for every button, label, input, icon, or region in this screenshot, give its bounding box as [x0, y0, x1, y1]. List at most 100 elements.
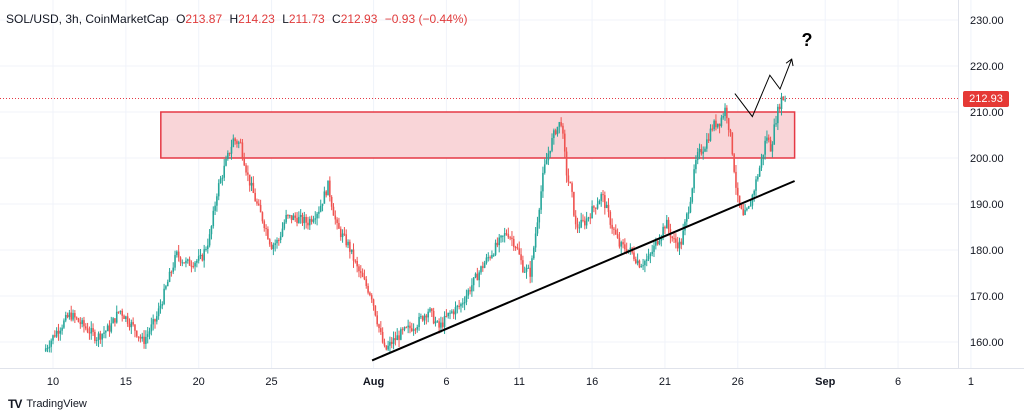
- candle-body: [518, 248, 521, 255]
- candle-body: [141, 336, 144, 339]
- candle-body: [146, 334, 149, 337]
- candle-body: [248, 174, 251, 186]
- candle-body: [611, 224, 613, 229]
- candle-body: [121, 310, 124, 316]
- candle-body: [534, 233, 537, 248]
- candle-body: [766, 137, 768, 141]
- candle-body: [154, 319, 156, 322]
- candle-body: [378, 324, 380, 329]
- candle-body: [143, 336, 145, 344]
- candle-body: [196, 260, 198, 263]
- candle-body: [254, 192, 256, 202]
- candle-body: [498, 237, 501, 246]
- candle-body: [130, 322, 133, 328]
- candle-body: [429, 308, 431, 312]
- candle-body: [217, 183, 220, 197]
- candle-body: [112, 318, 114, 324]
- candle-body: [645, 259, 648, 261]
- candle-body: [245, 165, 247, 173]
- x-tick-label: 16: [586, 376, 598, 388]
- x-tick-label: 15: [120, 376, 132, 388]
- candle-body: [605, 204, 608, 208]
- candle-body: [237, 142, 240, 144]
- candle-body: [713, 120, 715, 130]
- candle-body: [762, 154, 765, 160]
- candle-body: [84, 326, 87, 329]
- candle-body: [622, 242, 624, 245]
- candle-body: [507, 234, 510, 238]
- candle-body: [463, 302, 466, 304]
- candle-body: [203, 249, 205, 261]
- candle-body: [114, 318, 116, 323]
- candle-body: [181, 262, 184, 264]
- candle-body: [341, 233, 344, 238]
- candle-body: [64, 315, 67, 321]
- candle-body: [691, 188, 694, 202]
- candle-body: [174, 255, 176, 268]
- x-tick-label: 1: [968, 376, 974, 388]
- candle-body: [658, 240, 661, 245]
- candle-body: [292, 215, 295, 220]
- candle-body: [722, 116, 725, 118]
- candle-body: [591, 206, 593, 219]
- candle-body: [145, 336, 147, 344]
- candle-body: [338, 223, 340, 229]
- candle-body: [199, 254, 202, 257]
- candle-body: [667, 219, 670, 230]
- candle-body: [101, 333, 103, 340]
- candle-body: [243, 157, 246, 166]
- candle-body: [119, 310, 122, 312]
- candle-body: [556, 126, 559, 135]
- candle-body: [780, 96, 783, 109]
- candle-body: [70, 312, 73, 320]
- candle-body: [436, 321, 439, 323]
- candle-body: [308, 218, 311, 226]
- resistance-zone-layer: [160, 111, 796, 159]
- y-tick-label: 200.00: [970, 153, 1004, 165]
- projection-arrowhead: [785, 58, 794, 67]
- candle-body: [387, 345, 389, 350]
- candle-body: [398, 335, 400, 340]
- candle-body: [635, 259, 637, 264]
- open-value: 213.87: [185, 12, 223, 26]
- candle-body: [392, 338, 395, 344]
- candle-body: [294, 215, 297, 218]
- candle-body: [685, 213, 688, 222]
- candle-body: [319, 205, 322, 212]
- candle-body: [596, 204, 599, 209]
- candle-body: [75, 317, 78, 319]
- candle-body: [186, 259, 189, 261]
- candle-body: [604, 195, 606, 208]
- candle-body: [593, 206, 595, 208]
- projection-path: [734, 58, 793, 118]
- candle-body: [299, 214, 302, 217]
- candle-body: [474, 273, 477, 278]
- candle-body: [582, 219, 584, 221]
- candle-body: [128, 323, 131, 328]
- candle-body: [159, 305, 162, 309]
- candle-body: [707, 139, 710, 141]
- candle-body: [83, 320, 85, 327]
- candle-body: [106, 325, 109, 332]
- candle-body: [503, 233, 506, 236]
- resistance-zone: [160, 111, 796, 159]
- candle-body: [616, 234, 619, 238]
- candle-body: [103, 332, 105, 334]
- support-trendline: [371, 180, 796, 362]
- candle-body: [753, 190, 755, 195]
- candle-body: [420, 316, 422, 318]
- candle-body: [438, 321, 440, 328]
- candle-body: [549, 150, 552, 154]
- candle-body: [92, 328, 94, 332]
- tradingview-logo-icon: TV: [8, 397, 22, 411]
- candle-body: [50, 340, 52, 347]
- candle-body: [711, 128, 714, 130]
- candle-body: [523, 271, 526, 273]
- tradingview-brand[interactable]: TV TradingView: [8, 397, 87, 411]
- candle-body: [536, 222, 539, 234]
- candle-body: [416, 327, 419, 330]
- candle-body: [545, 160, 548, 165]
- candle-body: [278, 239, 280, 241]
- x-tick-label: 26: [732, 376, 744, 388]
- candle-body: [458, 305, 460, 307]
